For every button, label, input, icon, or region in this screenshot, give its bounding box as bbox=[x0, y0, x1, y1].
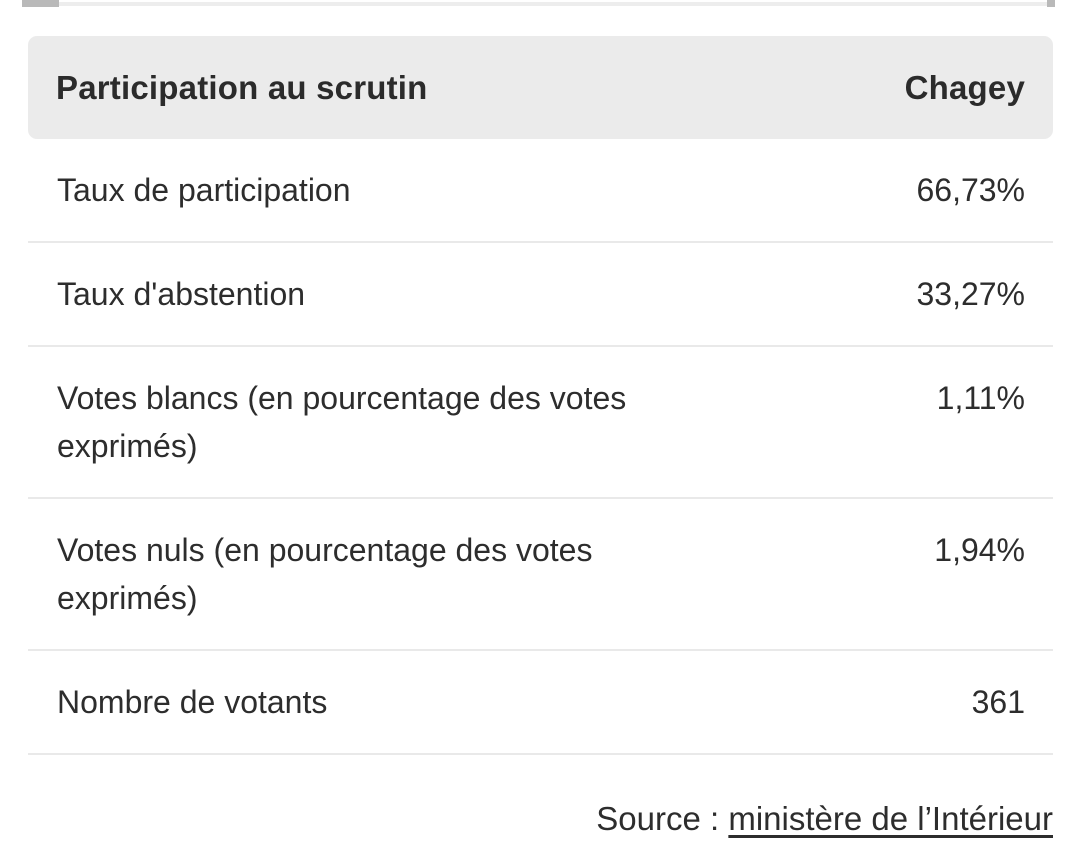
horizontal-scrollbar-thumb[interactable] bbox=[22, 0, 59, 7]
row-label: Taux de participation bbox=[57, 172, 351, 208]
row-label: Votes blancs (en pourcentage des votes e… bbox=[57, 380, 627, 464]
row-label: Taux d'abstention bbox=[57, 276, 306, 312]
row-value: 1,94% bbox=[934, 532, 1025, 568]
horizontal-scrollbar-track[interactable] bbox=[28, 2, 1048, 6]
table-row: Votes nuls (en pourcentage des votes exp… bbox=[28, 499, 1053, 651]
table-header: Participation au scrutin Chagey bbox=[28, 36, 1053, 139]
source-link[interactable]: ministère de l’Intérieur bbox=[728, 800, 1053, 837]
row-value: 361 bbox=[971, 684, 1025, 720]
row-label: Votes nuls (en pourcentage des votes exp… bbox=[57, 532, 593, 616]
row-value: 66,73% bbox=[916, 172, 1025, 208]
participation-table: Participation au scrutin Chagey Taux de … bbox=[28, 36, 1053, 755]
table-row: Nombre de votants 361 bbox=[28, 651, 1053, 755]
row-label: Nombre de votants bbox=[57, 684, 328, 720]
table-row: Taux de participation 66,73% bbox=[28, 139, 1053, 243]
row-value: 33,27% bbox=[916, 276, 1025, 312]
source-prefix: Source : bbox=[596, 800, 729, 837]
row-value: 1,11% bbox=[936, 380, 1025, 416]
horizontal-scrollbar-end-cap[interactable] bbox=[1047, 0, 1055, 7]
horizontal-scrollbar bbox=[0, 0, 1079, 8]
source-line: Source : ministère de l’Intérieur bbox=[0, 800, 1053, 838]
table-row: Taux d'abstention 33,27% bbox=[28, 243, 1053, 347]
table-header-commune: Chagey bbox=[904, 68, 1025, 106]
table-row: Votes blancs (en pourcentage des votes e… bbox=[28, 347, 1053, 499]
table-header-title: Participation au scrutin bbox=[56, 68, 428, 106]
